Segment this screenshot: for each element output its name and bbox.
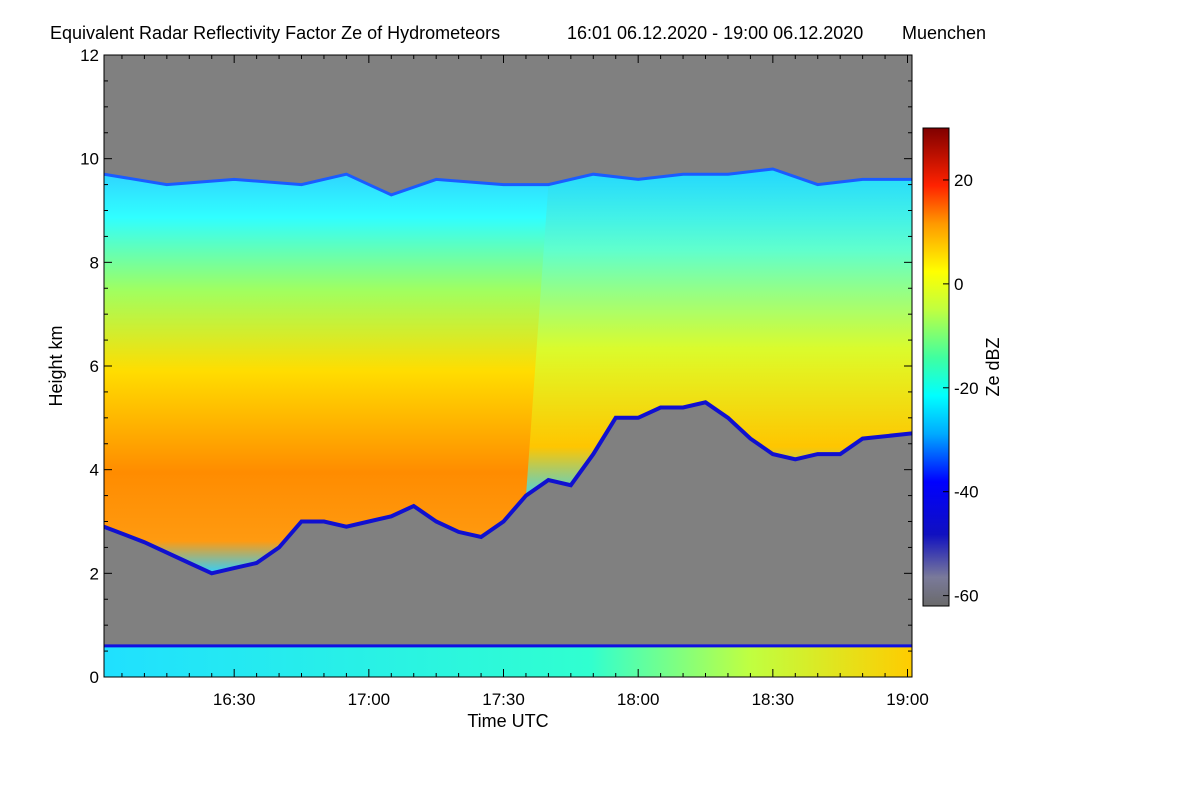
chart-time-range: 16:01 06.12.2020 - 19:00 06.12.2020 bbox=[567, 23, 863, 43]
colorbar: 20 0 -20 -40 -60 Ze dBZ bbox=[922, 127, 1003, 607]
cloud-top-edge bbox=[104, 167, 912, 197]
x-axis-label: Time UTC bbox=[467, 711, 548, 731]
x-tick-label: 17:30 bbox=[482, 690, 525, 709]
y-tick-label: 2 bbox=[90, 564, 99, 583]
x-tick-label: 18:00 bbox=[617, 690, 660, 709]
boundary-layer-echo bbox=[104, 645, 912, 677]
colorbar-tick-label: 0 bbox=[954, 275, 963, 294]
colorbar-tick-label: 20 bbox=[954, 171, 973, 190]
cloud-echo-region-weak bbox=[526, 169, 912, 496]
colorbar-tick-label: -60 bbox=[954, 587, 979, 606]
plot-area bbox=[103, 54, 913, 678]
y-axis: 0 2 4 6 8 10 12 bbox=[80, 46, 912, 687]
y-tick-label: 12 bbox=[80, 46, 99, 65]
x-tick-label: 17:00 bbox=[348, 690, 391, 709]
colorbar-tick-label: -40 bbox=[954, 483, 979, 502]
colorbar-tick-label: -20 bbox=[954, 379, 979, 398]
x-tick-label: 19:00 bbox=[886, 690, 929, 709]
colorbar-gradient bbox=[922, 127, 950, 607]
colorbar-label: Ze dBZ bbox=[983, 337, 1003, 396]
chart-location: Muenchen bbox=[902, 23, 986, 43]
chart-title: Equivalent Radar Reflectivity Factor Ze … bbox=[50, 23, 500, 43]
y-tick-label: 0 bbox=[90, 668, 99, 687]
x-axis: 16:30 17:00 17:30 18:00 18:30 19:00 bbox=[121, 55, 929, 709]
x-tick-label: 18:30 bbox=[752, 690, 795, 709]
x-tick-label: 16:30 bbox=[213, 690, 256, 709]
y-tick-label: 6 bbox=[90, 357, 99, 376]
y-tick-label: 4 bbox=[90, 461, 99, 480]
y-tick-label: 8 bbox=[90, 253, 99, 272]
cloud-base-edge bbox=[104, 400, 912, 576]
y-axis-label: Height km bbox=[46, 325, 66, 406]
y-tick-label: 10 bbox=[80, 150, 99, 169]
